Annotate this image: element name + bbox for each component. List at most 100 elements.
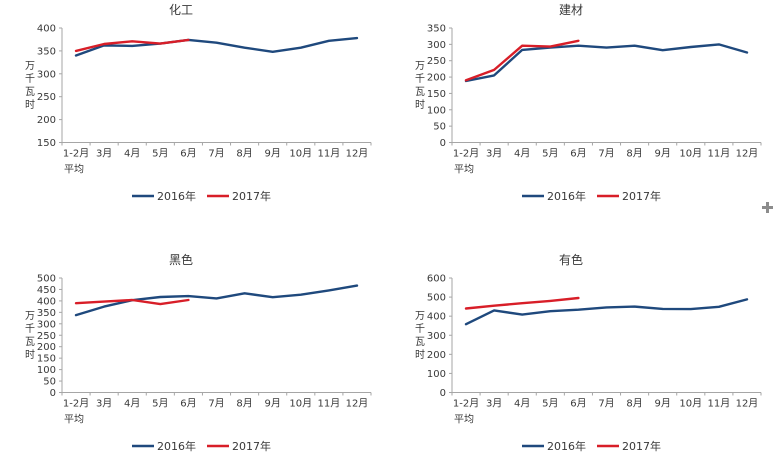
series-line-2017年[interactable] — [464, 39, 580, 82]
y-tick-label: 50 — [43, 377, 56, 388]
y-axis-unit-label: 万千瓦时 — [415, 311, 425, 361]
legend-label[interactable]: 2016年 — [157, 189, 196, 203]
legend-label[interactable]: 2016年 — [157, 439, 196, 453]
x-category-label: 3月 — [486, 398, 502, 410]
y-tick-label: 100 — [427, 105, 446, 116]
x-category-label: 1-2月 — [453, 148, 479, 160]
y-tick-label: 150 — [427, 89, 446, 100]
x-category-label: 11月 — [707, 148, 730, 160]
y-tick-label: 150 — [37, 354, 56, 365]
legend: 2016年 2017年 — [522, 439, 661, 453]
y-tick-label: 0 — [440, 138, 446, 149]
x-category-label: 9月 — [264, 398, 280, 410]
y-tick-label: 400 — [37, 24, 56, 35]
series-line-2016年[interactable] — [74, 284, 359, 317]
y-tick-label: 350 — [37, 308, 56, 319]
y-tick-label: 300 — [37, 69, 56, 80]
x-category-label: 1-2月 — [63, 148, 89, 160]
chart-ferrous[interactable]: 黑色 0 50 100 150 200 250 300 350 400 450 500 1-2月 平均 3月… — [0, 250, 390, 462]
y-axis-unit-label: 万千瓦时 — [25, 61, 35, 111]
y-tick-label: 250 — [37, 92, 56, 103]
x-category-label: 9月 — [654, 148, 670, 160]
y-tick-label: 300 — [37, 319, 56, 330]
chart-title: 化工 — [169, 3, 193, 17]
x-category-label: 1-2月 — [63, 398, 89, 410]
x-category-label: 12月 — [346, 148, 369, 160]
x-category-label: 1-2月 — [453, 398, 479, 410]
x-category-label: 10月 — [679, 398, 702, 410]
y-tick-label: 250 — [427, 56, 446, 67]
x-category-label: 8月 — [236, 398, 252, 410]
legend: 2016年 2017年 — [132, 189, 271, 203]
x-category-label: 7月 — [208, 398, 224, 410]
legend-label[interactable]: 2017年 — [232, 189, 271, 203]
y-tick-label: 350 — [37, 46, 56, 57]
y-axis-unit-label: 万千瓦时 — [415, 61, 425, 111]
x-category-label: 8月 — [626, 398, 642, 410]
x-category-label: 10月 — [289, 148, 312, 160]
series-line-2017年[interactable] — [464, 296, 580, 310]
y-tick-label: 500 — [37, 274, 56, 285]
legend-label[interactable]: 2017年 — [622, 189, 661, 203]
series-line-2016年[interactable] — [74, 36, 359, 57]
series-line-2017年[interactable] — [74, 298, 190, 306]
series-line-2016年[interactable] — [464, 298, 749, 326]
x-category-label: 7月 — [598, 398, 614, 410]
x-category-label: 8月 — [626, 148, 642, 160]
chart-title: 黑色 — [169, 253, 193, 267]
y-tick-label: 250 — [37, 331, 56, 342]
y-axis-unit-label: 万千瓦时 — [25, 311, 35, 361]
series-line-2016年[interactable] — [464, 43, 749, 83]
legend-label[interactable]: 2017年 — [622, 439, 661, 453]
cell-cursor-icon — [762, 202, 773, 213]
y-tick-label: 300 — [427, 40, 446, 51]
x-category-label: 12月 — [736, 148, 759, 160]
x-category-label: 6月 — [180, 398, 196, 410]
x-category-label: 11月 — [317, 398, 340, 410]
x-category-label-line2: 平均 — [64, 164, 84, 176]
y-tick-label: 300 — [427, 331, 446, 342]
chart-title: 有色 — [559, 253, 583, 267]
legend-label[interactable]: 2016年 — [547, 439, 586, 453]
x-category-label-line2: 平均 — [454, 164, 474, 176]
y-tick-label: 200 — [37, 342, 56, 353]
chart-building-materials[interactable]: 建材 0 50 100 150 200 250 300 350 1-2月 平均 3月 4月 5月 6月 7月 8… — [390, 0, 777, 212]
x-category-label: 11月 — [707, 398, 730, 410]
x-category-label: 3月 — [96, 398, 112, 410]
y-tick-label: 400 — [427, 312, 446, 323]
y-tick-label: 100 — [427, 369, 446, 380]
y-tick-label: 50 — [433, 122, 446, 133]
x-category-label: 8月 — [236, 148, 252, 160]
legend: 2016年 2017年 — [522, 189, 661, 203]
x-category-label: 4月 — [514, 148, 530, 160]
chart-nonferrous[interactable]: 有色 0 100 200 300 400 500 600 1-2月 平均 3月 4月 5月 6月 7月 8月 9… — [390, 250, 777, 462]
y-tick-label: 0 — [50, 388, 56, 399]
cursor-bar-vertical — [766, 202, 769, 213]
legend: 2016年 2017年 — [132, 439, 271, 453]
x-category-label: 5月 — [542, 398, 558, 410]
x-category-label: 11月 — [317, 148, 340, 160]
x-category-label: 7月 — [598, 148, 614, 160]
legend-label[interactable]: 2016年 — [547, 189, 586, 203]
x-category-label-line2: 平均 — [454, 414, 474, 426]
chart-chemicals[interactable]: 化工 150 200 250 300 350 400 1-2月 平均 3月 4月 5月 6月 7月 8月 9月… — [0, 0, 390, 212]
y-tick-label: 350 — [427, 24, 446, 35]
x-category-label: 10月 — [679, 148, 702, 160]
x-category-label: 12月 — [736, 398, 759, 410]
series-line-2017年[interactable] — [74, 38, 190, 53]
x-category-label: 3月 — [486, 148, 502, 160]
x-category-label: 10月 — [289, 398, 312, 410]
y-tick-label: 450 — [37, 285, 56, 296]
x-category-label: 6月 — [570, 398, 586, 410]
legend-label[interactable]: 2017年 — [232, 439, 271, 453]
y-tick-label: 150 — [37, 138, 56, 149]
x-category-label-line2: 平均 — [64, 414, 84, 426]
x-category-label: 9月 — [654, 398, 670, 410]
x-category-label: 5月 — [152, 148, 168, 160]
y-tick-label: 200 — [37, 115, 56, 126]
